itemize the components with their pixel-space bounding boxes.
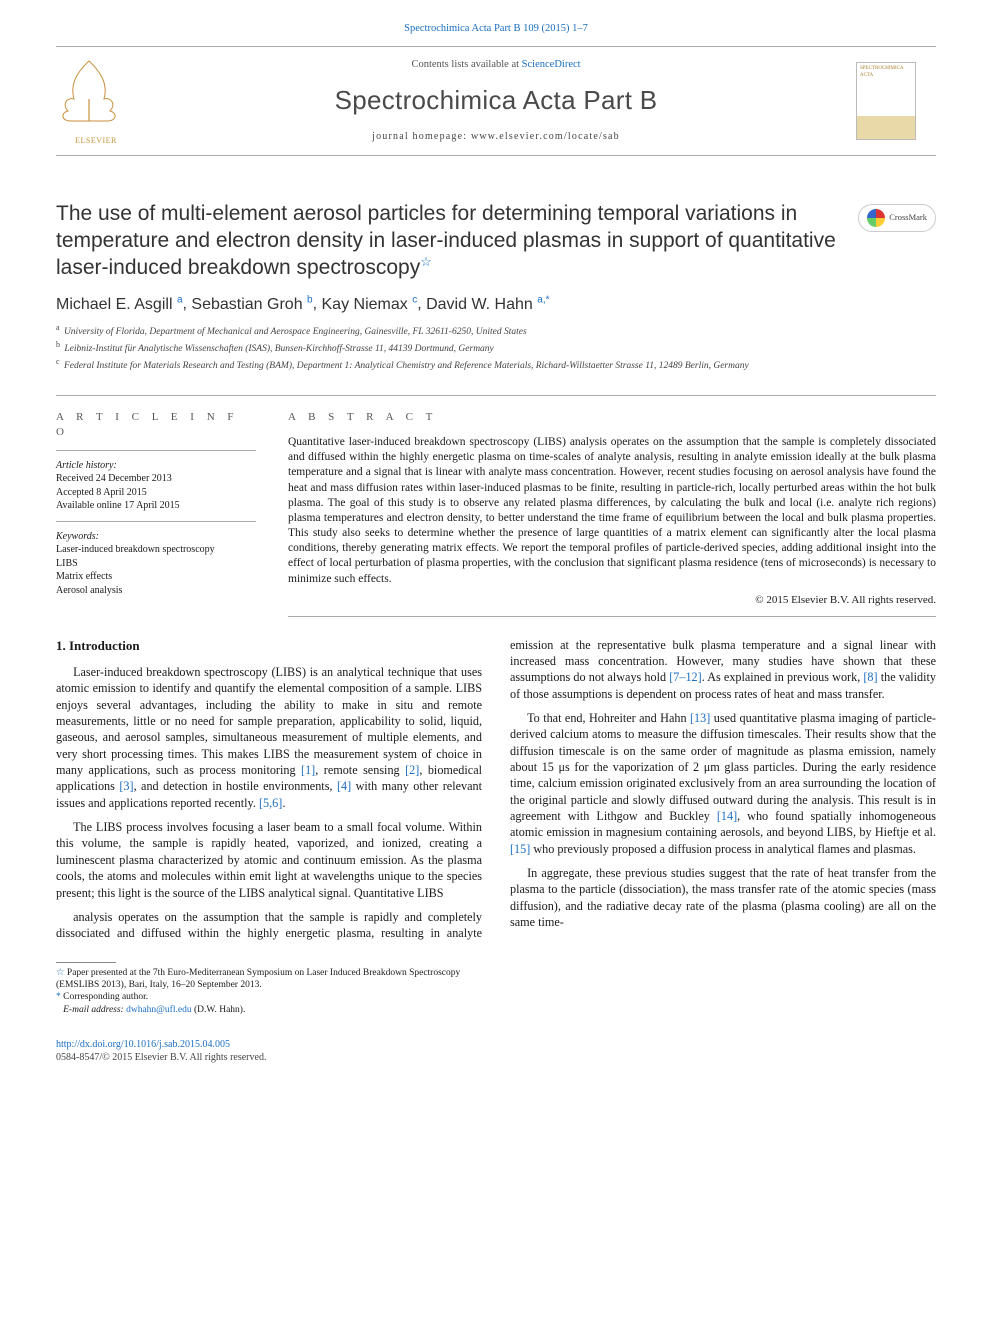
contents-line: Contents lists available at ScienceDirec… <box>136 58 856 72</box>
author: Michael E. Asgill a <box>56 296 183 313</box>
author: Sebastian Groh b <box>191 296 312 313</box>
keywords-label: Keywords: <box>56 530 256 544</box>
paper-title-text: The use of multi-element aerosol particl… <box>56 202 836 280</box>
homepage-url[interactable]: www.elsevier.com/locate/sab <box>471 131 620 142</box>
crossmark-icon <box>867 209 885 227</box>
footnote-star: ☆ Paper presented at the 7th Euro-Medite… <box>56 967 476 992</box>
affiliation-list: a University of Florida, Department of M… <box>56 323 936 373</box>
abstract-copyright: © 2015 Elsevier B.V. All rights reserved… <box>288 593 936 608</box>
article-info-label: A R T I C L E I N F O <box>56 410 256 440</box>
author: David W. Hahn a,* <box>426 296 549 313</box>
ref-link[interactable]: [14] <box>717 809 737 823</box>
history-item: Available online 17 April 2015 <box>56 499 256 513</box>
footnotes: ☆ Paper presented at the 7th Euro-Medite… <box>56 962 476 1016</box>
journal-masthead: ELSEVIER Contents lists available at Sci… <box>56 46 936 155</box>
cover-label: SPECTROCHIMICA ACTA <box>860 66 903 78</box>
author: Kay Niemax c <box>322 296 418 313</box>
abstract-label: A B S T R A C T <box>288 410 936 425</box>
title-star-icon: ☆ <box>420 254 432 269</box>
publisher-name: ELSEVIER <box>56 136 136 147</box>
abstract-rule <box>288 616 936 617</box>
ref-link[interactable]: [3] <box>119 779 133 793</box>
ref-link[interactable]: [7–12] <box>669 670 702 684</box>
elsevier-tree-icon <box>56 55 122 131</box>
ref-link[interactable]: [1] <box>301 763 315 777</box>
citation-link[interactable]: Spectrochimica Acta Part B 109 (2015) 1–… <box>404 23 588 34</box>
ref-link[interactable]: [5,6] <box>259 796 282 810</box>
ref-link[interactable]: [13] <box>690 711 710 725</box>
author-list: Michael E. Asgill a, Sebastian Groh b, K… <box>56 293 936 315</box>
page-footer: http://dx.doi.org/10.1016/j.sab.2015.04.… <box>56 1038 936 1065</box>
ref-link[interactable]: [4] <box>337 779 351 793</box>
ref-link[interactable]: [15] <box>510 842 530 856</box>
ref-link[interactable]: [8] <box>863 670 877 684</box>
paper-title: The use of multi-element aerosol particl… <box>56 200 856 282</box>
section-heading: 1. Introduction <box>56 637 482 654</box>
body-paragraph: To that end, Hohreiter and Hahn [13] use… <box>510 710 936 857</box>
affiliation: c Federal Institute for Materials Resear… <box>56 357 936 373</box>
ref-link[interactable]: [2] <box>405 763 419 777</box>
crossmark-label: CrossMark <box>889 212 927 223</box>
journal-title: Spectrochimica Acta Part B <box>136 83 856 118</box>
footnote-corresponding: * Corresponding author. <box>56 991 476 1003</box>
publisher-logo: ELSEVIER <box>56 55 136 146</box>
homepage-line: journal homepage: www.elsevier.com/locat… <box>136 130 856 144</box>
doi-link[interactable]: http://dx.doi.org/10.1016/j.sab.2015.04.… <box>56 1039 230 1050</box>
body-text: 1. Introduction Laser-induced breakdown … <box>56 637 936 942</box>
keyword: Laser-induced breakdown spectroscopy <box>56 543 256 557</box>
keyword: LIBS <box>56 557 256 571</box>
keyword: Matrix effects <box>56 570 256 584</box>
body-paragraph: In aggregate, these previous studies sug… <box>510 865 936 930</box>
affiliation: b Leibniz-Institut für Analytische Wisse… <box>56 340 936 356</box>
article-info: A R T I C L E I N F O Article history: R… <box>56 410 256 616</box>
contents-prefix: Contents lists available at <box>411 59 521 70</box>
affiliation: a University of Florida, Department of M… <box>56 323 936 339</box>
email-link[interactable]: dwhahn@ufl.edu <box>126 1005 191 1015</box>
cover-thumbnail: SPECTROCHIMICA ACTA <box>856 62 936 140</box>
history-label: Article history: <box>56 459 256 473</box>
crossmark-badge[interactable]: CrossMark <box>858 204 936 232</box>
body-paragraph: The LIBS process involves focusing a las… <box>56 819 482 901</box>
sciencedirect-link[interactable]: ScienceDirect <box>522 59 581 70</box>
keyword: Aerosol analysis <box>56 584 256 598</box>
history-item: Received 24 December 2013 <box>56 472 256 486</box>
top-citation: Spectrochimica Acta Part B 109 (2015) 1–… <box>56 22 936 36</box>
issn-copyright: 0584-8547/© 2015 Elsevier B.V. All right… <box>56 1051 936 1065</box>
body-paragraph: Laser-induced breakdown spectroscopy (LI… <box>56 664 482 811</box>
homepage-label: journal homepage: <box>372 131 471 142</box>
footnote-email: E-mail address: dwhahn@ufl.edu (D.W. Hah… <box>56 1004 476 1016</box>
abstract-block: A B S T R A C T Quantitative laser-induc… <box>288 410 936 616</box>
history-item: Accepted 8 April 2015 <box>56 486 256 500</box>
abstract-text: Quantitative laser-induced breakdown spe… <box>288 435 936 587</box>
